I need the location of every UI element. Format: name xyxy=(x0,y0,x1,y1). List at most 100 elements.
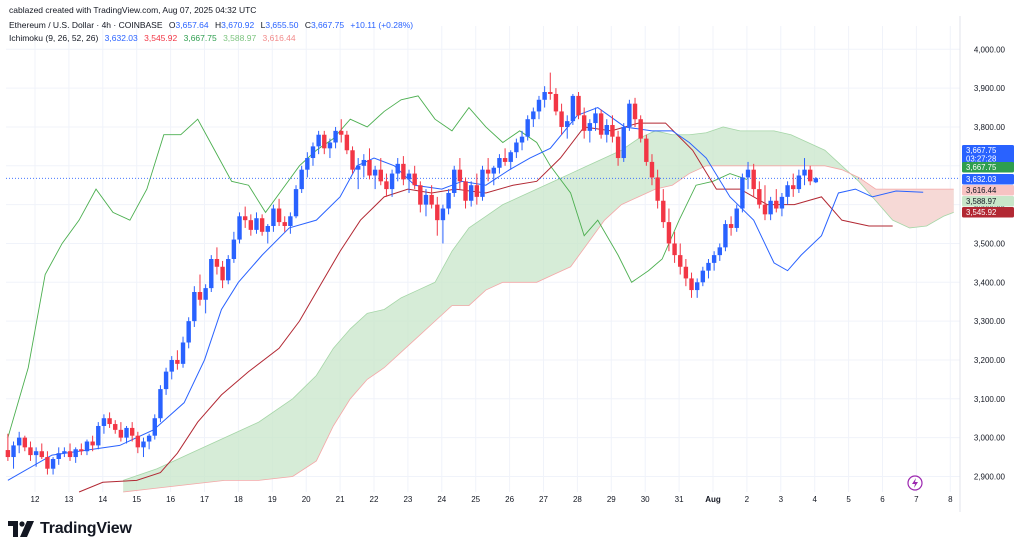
axis-price-tag: 3,545.92 xyxy=(962,207,1014,218)
candle-body xyxy=(152,418,157,436)
candle-body xyxy=(22,437,28,448)
candle xyxy=(655,169,660,209)
x-tick-label: Aug xyxy=(705,495,721,504)
candle xyxy=(401,156,406,186)
candle-body xyxy=(745,169,751,178)
candle xyxy=(519,130,525,151)
candle xyxy=(570,93,576,126)
candle-body xyxy=(118,429,124,438)
candle-body xyxy=(203,288,208,300)
candle xyxy=(5,433,11,461)
x-tick-label: 17 xyxy=(200,495,209,504)
candle xyxy=(768,196,773,221)
conversion-line xyxy=(7,106,924,481)
candle-body xyxy=(649,161,655,178)
candle-body xyxy=(655,177,660,201)
candle xyxy=(344,130,350,155)
candle-body xyxy=(129,427,135,436)
candle xyxy=(372,165,378,190)
candle xyxy=(124,425,129,444)
candle-body xyxy=(175,359,180,364)
ichimoku-cloud xyxy=(123,126,954,492)
candle-body xyxy=(519,136,525,143)
candle xyxy=(79,443,84,456)
candle xyxy=(762,185,768,221)
candle xyxy=(485,158,491,182)
candle xyxy=(525,115,530,141)
candle-body xyxy=(389,173,395,190)
y-tick-label: 3,100.00 xyxy=(974,395,1006,404)
candle-body xyxy=(101,418,107,426)
x-tick-label: 2 xyxy=(745,495,750,504)
candle xyxy=(632,97,638,127)
candle xyxy=(412,165,417,190)
axis-price-tag-bg xyxy=(962,174,1014,185)
price-axis[interactable]: 4,000.00 3,900.00 3,800.00 3,700.00 3,600.00… xyxy=(959,16,1006,512)
candle xyxy=(339,119,344,143)
ichimoku-lines xyxy=(6,95,960,493)
candle-body xyxy=(5,450,11,458)
axis-price-tag-text: 3,667.75 xyxy=(966,146,997,155)
candle-body xyxy=(401,163,406,180)
candle xyxy=(322,130,327,155)
candle xyxy=(169,356,174,380)
candle-body xyxy=(615,136,621,159)
candle-body xyxy=(785,185,790,197)
lagging-span-line xyxy=(7,95,748,438)
candle xyxy=(158,385,163,423)
candle xyxy=(259,214,265,236)
candle-body xyxy=(305,158,310,170)
candle-body xyxy=(28,447,33,456)
candle-body xyxy=(457,169,463,182)
replay-icon[interactable] xyxy=(907,475,923,491)
ichimoku-legend[interactable]: Ichimoku (9, 26, 52, 26) 3,632.03 3,545.… xyxy=(9,33,300,43)
time-axis[interactable]: 12 13 14 15 16 17 18 19 20 21 22 23 24 25 26 27 28 29 30 31… xyxy=(31,495,954,504)
candle-body xyxy=(717,247,722,256)
candle xyxy=(683,259,689,287)
axis-price-tag-text: 3,667.75 xyxy=(966,163,997,172)
ichimoku-lagging-value: 3,667.75 xyxy=(183,33,217,43)
cloud-area xyxy=(123,126,954,492)
candle xyxy=(389,169,395,197)
tradingview-logo[interactable]: TradingView xyxy=(8,518,132,540)
candle xyxy=(310,142,316,166)
candle xyxy=(299,165,304,193)
candle xyxy=(333,126,338,149)
candle xyxy=(717,243,722,261)
candle xyxy=(452,165,457,197)
ichimoku-label[interactable]: Ichimoku (9, 26, 52, 26) xyxy=(9,33,99,43)
candle xyxy=(293,185,299,219)
candle xyxy=(463,177,468,209)
ichimoku-span-b-value: 3,616.44 xyxy=(262,33,296,43)
candle-body xyxy=(802,169,807,176)
candle xyxy=(220,260,225,289)
x-tick-label: 6 xyxy=(880,495,885,504)
ohlc-legend[interactable]: Ethereum / U.S. Dollar · 4h · COINBASE O… xyxy=(9,20,417,30)
candle-body xyxy=(627,103,632,127)
y-tick-label: 3,700.00 xyxy=(974,162,1006,171)
candle-body xyxy=(90,441,95,446)
candle xyxy=(231,231,237,263)
high-value: 3,670.92 xyxy=(221,20,255,30)
candle-body xyxy=(16,437,22,446)
candle xyxy=(271,204,276,232)
candle-body xyxy=(672,243,677,256)
candle xyxy=(621,123,626,162)
candle-body xyxy=(310,146,316,159)
candle-body xyxy=(113,424,118,430)
candle xyxy=(254,212,259,234)
y-tick-label: 3,600.00 xyxy=(974,201,1006,210)
candle-body xyxy=(186,321,191,343)
x-tick-label: 15 xyxy=(132,495,141,504)
candle-body xyxy=(565,121,570,127)
candle xyxy=(11,441,16,469)
candle xyxy=(802,158,807,186)
axis-price-tag-text: 3,632.03 xyxy=(966,175,996,184)
candle-body xyxy=(276,208,282,223)
candle-body xyxy=(514,142,519,153)
candle-body xyxy=(576,95,581,116)
symbol-name[interactable]: Ethereum / U.S. Dollar · 4h · COINBASE xyxy=(9,20,163,30)
candle-body xyxy=(84,441,90,452)
